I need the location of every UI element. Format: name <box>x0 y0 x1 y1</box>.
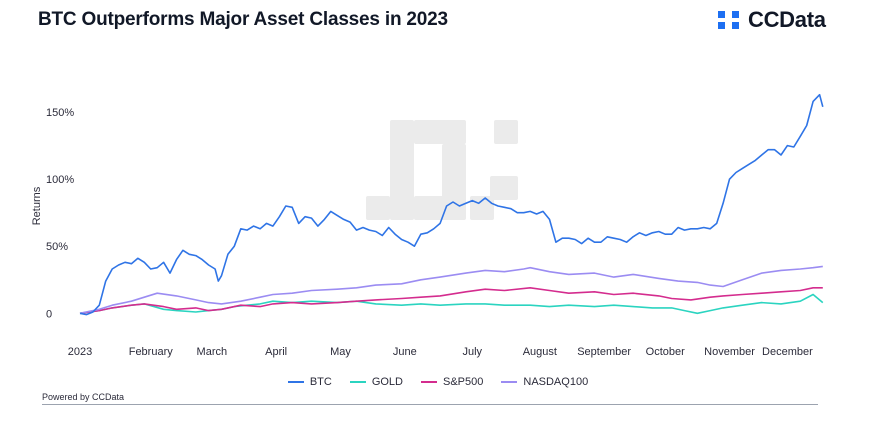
x-tick-label: May <box>330 346 351 358</box>
watermark-block-1 <box>414 120 466 144</box>
x-tick-label: October <box>646 346 685 358</box>
brand-logo: CCData <box>716 7 826 33</box>
ccdata-logo-icon <box>718 11 739 29</box>
series-line-btc <box>79 93 824 316</box>
y-tick-label: 100% <box>46 174 74 186</box>
legend-swatch <box>421 381 437 383</box>
footer-divider <box>42 404 818 405</box>
watermark-block-2 <box>442 144 466 200</box>
x-tick-label: June <box>393 346 417 358</box>
x-tick-label: February <box>129 346 174 358</box>
legend-swatch <box>501 381 518 383</box>
y-axis-label: Returns <box>31 186 43 225</box>
y-tick-label: 50% <box>46 241 68 253</box>
watermark-block-4 <box>366 196 390 220</box>
legend-label: NASDAQ100 <box>523 376 589 388</box>
ccdata-watermark-icon <box>366 120 518 220</box>
legend-item-btc: BTC <box>287 376 332 388</box>
logo-block-0 <box>718 11 725 18</box>
y-tick-label: 0 <box>46 308 52 320</box>
watermark-block-7 <box>490 176 518 200</box>
y-tick-label: 150% <box>46 107 74 119</box>
x-tick-label: September <box>577 346 631 358</box>
x-tick-label: November <box>704 346 755 358</box>
legend-item-nasdaq100: NASDAQ100 <box>501 376 588 388</box>
watermark-block-3 <box>414 196 466 220</box>
chart-title: BTC Outperforms Major Asset Classes in 2… <box>38 9 448 30</box>
powered-by-label: Powered by CCData <box>42 392 125 402</box>
legend-swatch <box>349 381 366 383</box>
logo-block-2 <box>718 22 725 29</box>
logo-block-3 <box>732 22 739 29</box>
logo-block-1 <box>732 11 739 18</box>
x-tick-label: July <box>463 346 483 358</box>
x-tick-label: 2023 <box>68 346 92 358</box>
returns-line-chart: 0 50% 100% 150% 2023 February March April May Ju… <box>31 93 824 358</box>
x-tick-label: March <box>197 346 228 358</box>
brand-name: CCData <box>748 7 826 32</box>
series-line-nasdaq100 <box>79 265 823 315</box>
x-tick-label: December <box>762 346 813 358</box>
legend-label: GOLD <box>371 376 403 388</box>
x-tick-label: April <box>265 346 287 358</box>
x-tick-label: August <box>523 346 557 358</box>
legend-swatch <box>287 381 304 383</box>
legend-label: S&P500 <box>443 376 484 388</box>
legend-label: BTC <box>309 376 332 388</box>
series-line-sp500 <box>79 287 823 315</box>
legend-item-gold: GOLD <box>349 376 403 388</box>
legend-item-sp500: S&P500 <box>421 376 483 388</box>
watermark-block-0 <box>390 120 414 220</box>
series-line-gold <box>79 293 824 315</box>
chart-legend: BTC GOLD S&P500 NASDAQ100 <box>0 376 876 388</box>
watermark-block-5 <box>494 120 518 144</box>
